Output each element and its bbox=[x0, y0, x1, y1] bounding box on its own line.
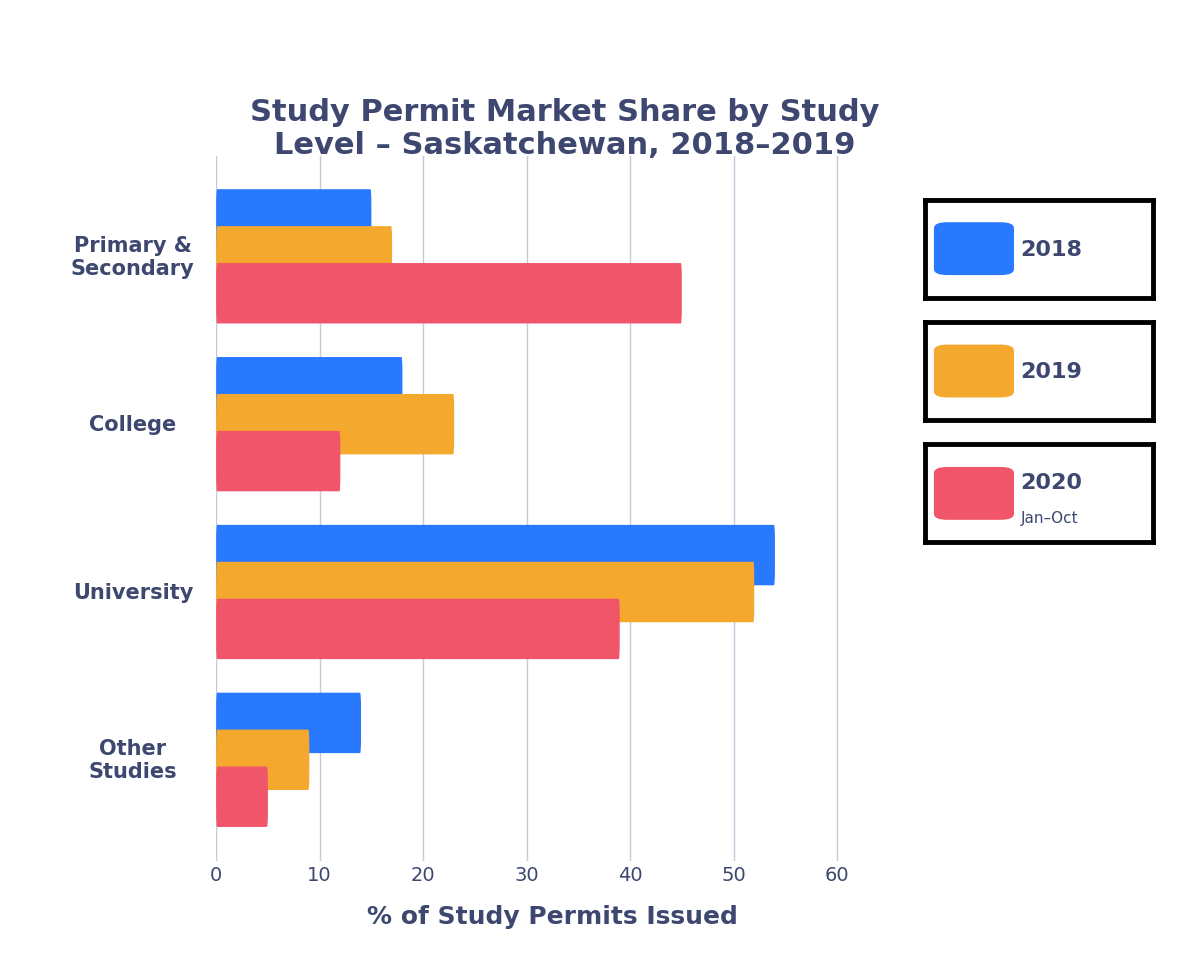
X-axis label: % of Study Permits Issued: % of Study Permits Issued bbox=[368, 904, 737, 928]
FancyBboxPatch shape bbox=[216, 600, 620, 659]
FancyBboxPatch shape bbox=[216, 525, 775, 586]
FancyBboxPatch shape bbox=[934, 467, 1014, 520]
FancyBboxPatch shape bbox=[216, 264, 682, 324]
FancyBboxPatch shape bbox=[216, 693, 362, 753]
Text: Jan–Oct: Jan–Oct bbox=[1021, 511, 1078, 526]
FancyBboxPatch shape bbox=[216, 358, 402, 418]
FancyBboxPatch shape bbox=[216, 190, 371, 250]
Text: 2018: 2018 bbox=[1021, 240, 1082, 259]
Text: Study Permit Market Share by Study
Level – Saskatchewan, 2018–2019: Study Permit Market Share by Study Level… bbox=[250, 98, 879, 160]
FancyBboxPatch shape bbox=[216, 431, 340, 492]
FancyBboxPatch shape bbox=[934, 223, 1014, 276]
FancyBboxPatch shape bbox=[934, 345, 1014, 398]
FancyBboxPatch shape bbox=[216, 394, 454, 455]
Text: 2020: 2020 bbox=[1021, 472, 1082, 492]
FancyBboxPatch shape bbox=[216, 227, 392, 288]
Text: 2019: 2019 bbox=[1021, 362, 1082, 381]
FancyBboxPatch shape bbox=[216, 767, 268, 827]
FancyBboxPatch shape bbox=[216, 730, 310, 790]
FancyBboxPatch shape bbox=[216, 562, 754, 623]
